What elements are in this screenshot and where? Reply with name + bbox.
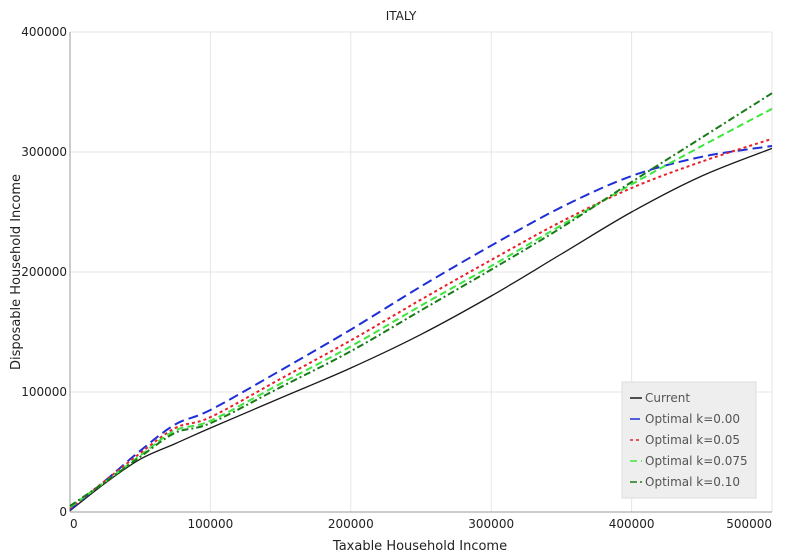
legend-entry: Optimal k=0.05 — [645, 433, 740, 447]
series-line-optimal-k-0-00 — [69, 145, 773, 511]
x-tick-label: 500000 — [726, 517, 772, 531]
legend-entry: Optimal k=0.00 — [645, 412, 740, 426]
legend-box — [621, 381, 757, 499]
series-line-optimal-k-0-10 — [69, 92, 773, 507]
y-tick-label: 0 — [59, 505, 67, 519]
x-tick-labels: 0 100000 200000 300000 400000 500000 — [70, 517, 772, 531]
x-tick-label: 300000 — [468, 517, 514, 531]
y-tick-label: 300000 — [21, 145, 67, 159]
y-axis-title: Disposable Household Income — [9, 174, 24, 370]
legend-entry: Optimal k=0.075 — [645, 454, 748, 468]
y-tick-label: 400000 — [21, 25, 67, 39]
y-tick-labels: 0 100000 200000 300000 400000 — [21, 25, 67, 519]
series-line-optimal-k-0-05 — [69, 137, 773, 510]
legend: Current Optimal k=0.00 Optimal k=0.05 Optim… — [621, 381, 757, 499]
legend-entry: Optimal k=0.10 — [645, 475, 740, 489]
series-lines — [69, 92, 773, 512]
x-tick-label: 400000 — [609, 517, 655, 531]
series-line-optimal-k-0-075 — [69, 107, 773, 509]
chart-title: ITALY — [386, 9, 417, 23]
x-tick-label: 200000 — [328, 517, 374, 531]
x-axis-title: Taxable Household Income — [332, 539, 507, 554]
legend-entry: Current — [645, 391, 690, 405]
x-tick-label: 0 — [70, 517, 78, 531]
y-tick-label: 200000 — [21, 265, 67, 279]
series-line-current — [69, 147, 773, 512]
axes — [69, 32, 772, 513]
x-tick-label: 100000 — [187, 517, 233, 531]
y-tick-label: 100000 — [21, 385, 67, 399]
